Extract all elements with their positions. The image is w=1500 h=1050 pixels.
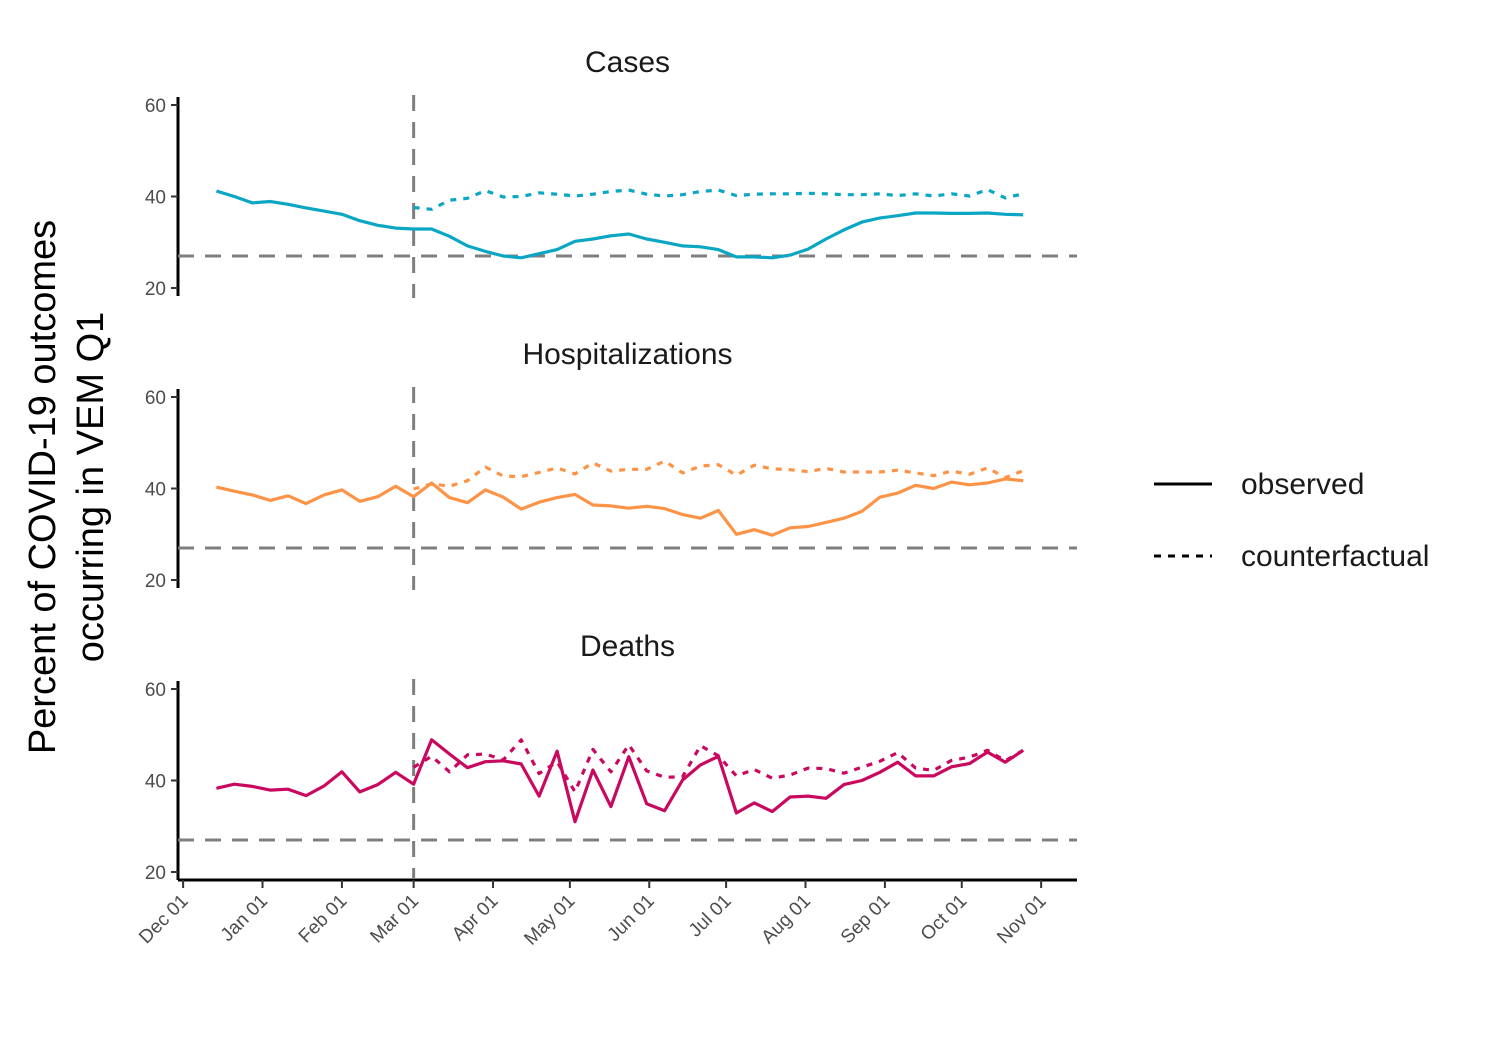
series-line-hospitalizations-observed	[216, 477, 1024, 537]
y-axis-title-line-1: Percent of COVID-19 outcomes	[22, 220, 64, 754]
series-line-deaths-observed	[216, 738, 1025, 824]
y-tick-label: 40	[145, 188, 166, 209]
y-tick-label: 20	[145, 863, 166, 884]
x-tick-label: May 01	[520, 891, 579, 950]
x-tick-label: Nov 01	[993, 891, 1050, 948]
panel-deaths: Deaths 20 40 60	[145, 630, 1077, 884]
x-tick-label: Aug 01	[758, 891, 815, 948]
series-line-cases-observed	[215, 189, 1024, 260]
y-tick-label: 20	[145, 571, 166, 592]
panel-title-deaths: Deaths	[580, 630, 675, 663]
x-tick-label: Jan 01	[217, 891, 272, 946]
series-line-hospitalizations-counterfactual	[413, 459, 1024, 491]
x-tick-label: Jul 01	[685, 891, 736, 942]
series-line-cases-counterfactual	[413, 188, 1024, 211]
y-tick-label: 20	[145, 279, 166, 300]
y-tick-label: 40	[145, 772, 166, 793]
x-tick-label: Oct 01	[917, 891, 971, 945]
y-axis-title-line-2: occurring in VEM Q1	[70, 312, 112, 663]
y-tick-label: 60	[145, 96, 166, 117]
x-tick-label: Apr 01	[448, 891, 502, 945]
y-tick-label: 60	[145, 388, 166, 409]
panel-title-hospitalizations: Hospitalizations	[522, 338, 732, 371]
legend: observed counterfactual	[1154, 468, 1429, 573]
legend-observed-label: observed	[1241, 468, 1364, 501]
x-tick-label: Dec 01	[135, 891, 192, 948]
x-tick-label: Sep 01	[837, 891, 894, 948]
panel-cases: Cases 20 40 60	[145, 46, 1077, 300]
x-tick-label: Mar 01	[367, 891, 424, 948]
series-line-deaths-counterfactual	[412, 738, 1025, 794]
panel-hospitalizations: Hospitalizations 20 40 60	[145, 338, 1077, 592]
x-tick-label: Jun 01	[604, 891, 659, 946]
chart-panels: Cases 20 40 60 Hospitalizations 20 40 60 Deaths 2…	[145, 46, 1077, 884]
y-tick-label: 60	[145, 680, 166, 701]
y-tick-label: 40	[145, 480, 166, 501]
x-tick-label: Feb 01	[295, 891, 352, 948]
panel-title-cases: Cases	[585, 46, 670, 79]
y-axis-title: Percent of COVID-19 outcomes occurring i…	[22, 220, 112, 754]
legend-counterfactual-label: counterfactual	[1241, 540, 1429, 573]
x-axis: Dec 01 Jan 01 Feb 01 Mar 01 Apr 01 May 01 Jun …	[135, 878, 1077, 950]
